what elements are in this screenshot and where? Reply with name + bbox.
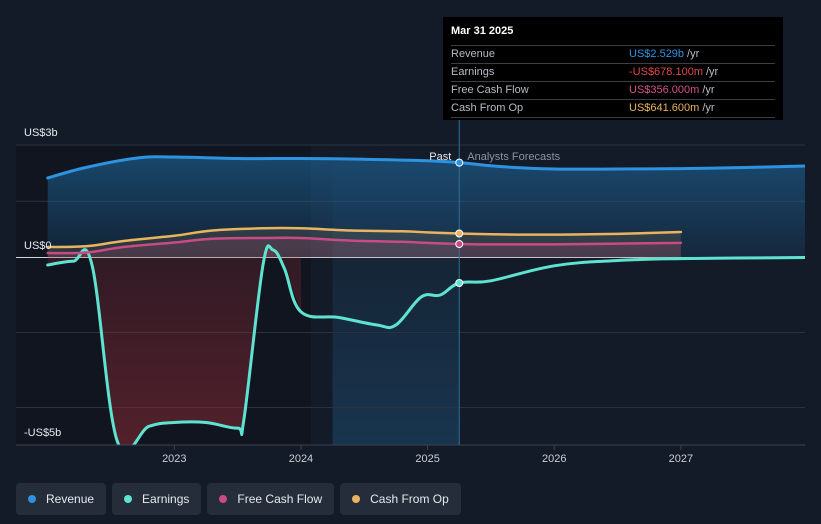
tooltip-value: US$356.000m xyxy=(629,84,700,96)
revenue-line xyxy=(46,155,805,180)
y-label-top: US$3b xyxy=(24,127,58,139)
free-cash-flow-marker xyxy=(455,240,464,248)
earnings-area xyxy=(47,245,301,445)
tooltip-value: US$2.529b xyxy=(629,48,685,60)
earnings-marker xyxy=(455,279,464,287)
x-tick-label: 2026 xyxy=(542,453,566,465)
cash-from-op-dot-icon xyxy=(352,495,361,503)
y-label-bottom: -US$5b xyxy=(24,427,61,439)
cash-from-op-line xyxy=(46,226,683,249)
legend-label: Cash From Op xyxy=(370,492,449,506)
tooltip-unit: /yr xyxy=(706,66,719,78)
tooltip-row-cash-from-op: Cash From Op US$641.600m /yr xyxy=(451,100,775,118)
earnings-line xyxy=(46,244,805,445)
series-lines xyxy=(46,155,805,445)
legend: Revenue Earnings Free Cash Flow Cash Fro… xyxy=(16,483,461,515)
tooltip-label: Earnings xyxy=(451,66,495,78)
legend-item-earnings[interactable]: Earnings xyxy=(112,483,202,515)
tooltip-label: Revenue xyxy=(451,48,496,60)
series-areas xyxy=(47,156,805,445)
tooltip: Mar 31 2025 Revenue US$2.529b /yr Earnin… xyxy=(443,17,783,120)
y-label-zero: US$0 xyxy=(24,240,52,252)
legend-label: Free Cash Flow xyxy=(237,492,323,506)
free-cash-flow-line xyxy=(46,236,683,255)
forecast-label: Analysts Forecasts xyxy=(467,151,560,163)
tooltip-date: Mar 31 2025 xyxy=(451,24,775,46)
tooltip-label: Cash From Op xyxy=(451,102,524,114)
tooltip-value: US$641.600m xyxy=(629,102,700,114)
x-tick-label: 2024 xyxy=(289,453,313,465)
legend-item-revenue[interactable]: Revenue xyxy=(16,483,107,515)
tooltip-value: -US$678.100m xyxy=(629,66,703,78)
tooltip-unit: /yr xyxy=(702,84,715,96)
tooltip-row-revenue: Revenue US$2.529b /yr xyxy=(451,46,775,64)
x-axis-ticks: 2023 2024 2025 2026 2027 xyxy=(16,444,805,465)
revenue-dot-icon xyxy=(28,495,36,503)
tooltip-row-free-cash-flow: Free Cash Flow US$356.000m /yr xyxy=(451,82,775,100)
legend-item-cash-from-op[interactable]: Cash From Op xyxy=(340,483,461,515)
legend-item-free-cash-flow[interactable]: Free Cash Flow xyxy=(207,483,335,515)
x-tick-label: 2027 xyxy=(669,453,693,465)
free-cash-flow-area xyxy=(47,237,681,258)
tooltip-unit: /yr xyxy=(687,48,700,60)
free-cash-flow-dot-icon xyxy=(219,495,228,503)
revenue-area xyxy=(47,156,805,258)
tooltip-row-earnings: Earnings -US$678.100m /yr xyxy=(451,64,775,82)
x-tick-label: 2023 xyxy=(162,453,186,465)
cash-from-op-marker xyxy=(455,229,464,238)
past-label: Past xyxy=(429,151,451,163)
earnings-dot-icon xyxy=(124,495,133,503)
revenue-marker xyxy=(455,158,464,167)
tooltip-label: Free Cash Flow xyxy=(451,84,529,96)
legend-label: Earnings xyxy=(142,492,190,506)
tooltip-unit: /yr xyxy=(702,102,715,114)
series-markers xyxy=(455,158,464,287)
x-tick-label: 2025 xyxy=(415,453,439,465)
legend-label: Revenue xyxy=(46,492,95,506)
